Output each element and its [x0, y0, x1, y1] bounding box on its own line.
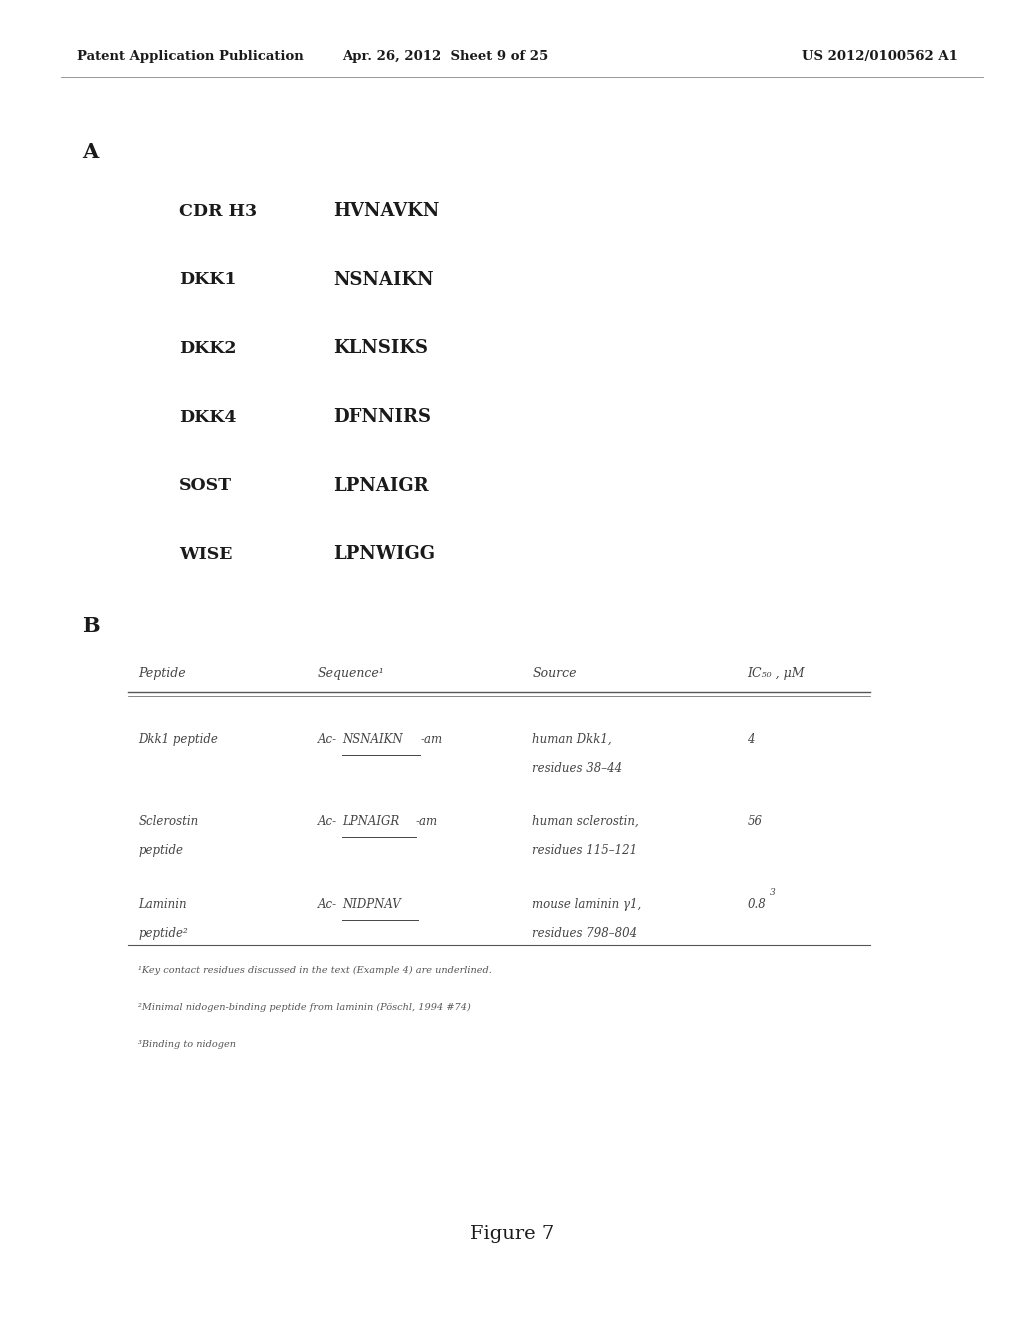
Text: NSNAIKN: NSNAIKN [333, 271, 433, 289]
Text: 3: 3 [770, 888, 776, 896]
Text: NSNAIKN: NSNAIKN [342, 733, 402, 746]
Text: LPNAIGR: LPNAIGR [342, 814, 399, 828]
Text: peptide: peptide [138, 843, 183, 857]
Text: KLNSIKS: KLNSIKS [333, 339, 428, 358]
Text: HVNAVKN: HVNAVKN [333, 202, 439, 220]
Text: 4: 4 [748, 733, 755, 746]
Text: 56: 56 [748, 814, 763, 828]
Text: A: A [82, 141, 98, 162]
Text: ³Binding to nidogen: ³Binding to nidogen [138, 1040, 237, 1048]
Text: CDR H3: CDR H3 [179, 203, 257, 219]
Text: DKK4: DKK4 [179, 409, 237, 425]
Text: Sclerostin: Sclerostin [138, 814, 199, 828]
Text: Peptide: Peptide [138, 667, 186, 680]
Text: Ac-: Ac- [317, 733, 337, 746]
Text: Laminin: Laminin [138, 898, 186, 911]
Text: IC₅₀ , μM: IC₅₀ , μM [748, 667, 805, 680]
Text: Dkk1 peptide: Dkk1 peptide [138, 733, 218, 746]
Text: 0.8: 0.8 [748, 898, 766, 911]
Text: DKK2: DKK2 [179, 341, 237, 356]
Text: Figure 7: Figure 7 [470, 1225, 554, 1243]
Text: LPNAIGR: LPNAIGR [333, 477, 428, 495]
Text: Ac-: Ac- [317, 898, 337, 911]
Text: Sequence¹: Sequence¹ [317, 667, 384, 680]
Text: NIDPNAV: NIDPNAV [342, 898, 400, 911]
Text: WISE: WISE [179, 546, 232, 562]
Text: SOST: SOST [179, 478, 232, 494]
Text: DKK1: DKK1 [179, 272, 237, 288]
Text: Apr. 26, 2012  Sheet 9 of 25: Apr. 26, 2012 Sheet 9 of 25 [342, 50, 549, 63]
Text: ²Minimal nidogen-binding peptide from laminin (Pöschl, 1994 #74): ²Minimal nidogen-binding peptide from la… [138, 1003, 471, 1011]
Text: residues 115–121: residues 115–121 [532, 843, 638, 857]
Text: ¹Key contact residues discussed in the text (Example 4) are underlined.: ¹Key contact residues discussed in the t… [138, 966, 493, 974]
Text: US 2012/0100562 A1: US 2012/0100562 A1 [802, 50, 957, 63]
Text: peptide²: peptide² [138, 927, 188, 940]
Text: mouse laminin γ1,: mouse laminin γ1, [532, 898, 642, 911]
Text: -am: -am [420, 733, 442, 746]
Text: Ac-: Ac- [317, 814, 337, 828]
Text: human Dkk1,: human Dkk1, [532, 733, 612, 746]
Text: DFNNIRS: DFNNIRS [333, 408, 431, 426]
Text: LPNWIGG: LPNWIGG [333, 545, 435, 564]
Text: Patent Application Publication: Patent Application Publication [77, 50, 303, 63]
Text: residues 798–804: residues 798–804 [532, 927, 638, 940]
Text: -am: -am [416, 814, 438, 828]
Text: residues 38–44: residues 38–44 [532, 762, 623, 775]
Text: B: B [82, 615, 99, 636]
Text: Source: Source [532, 667, 577, 680]
Text: human sclerostin,: human sclerostin, [532, 814, 639, 828]
